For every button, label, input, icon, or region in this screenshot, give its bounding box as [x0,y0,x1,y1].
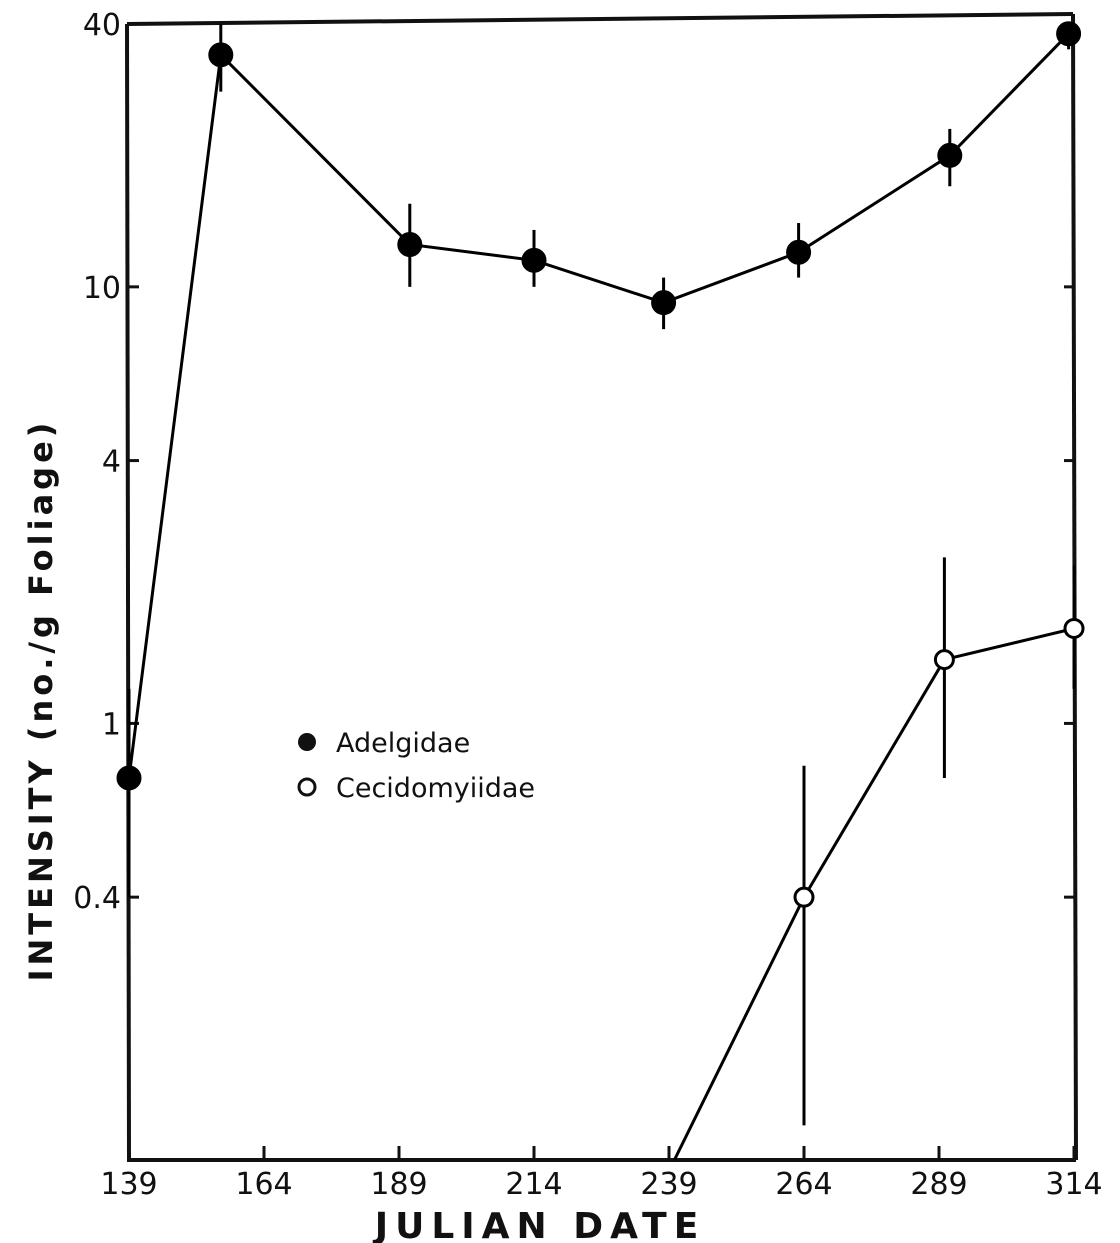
y-axis-ticks: 0.4 1 4 10 40 [73,8,1074,916]
data-point-adelgidae [208,42,234,68]
data-point-adelgidae [651,290,677,316]
plot-frame-top [126,12,1074,26]
x-tick-label: 164 [235,1167,292,1202]
data-point-adelgidae [786,239,812,265]
x-tick-label: 239 [640,1167,697,1202]
data-point-cecidomyiidae [933,649,955,671]
y-tick-label: 40 [83,8,121,43]
x-tick-label: 214 [505,1167,562,1202]
x-tick-label: 189 [370,1167,427,1202]
legend-marker-adelgidae [298,733,316,751]
x-tick-label: 139 [100,1167,157,1202]
y-tick-label: 4 [102,445,121,480]
series-line-adelgidae [127,32,1070,779]
y-axis-title: INTENSITY (no./g Foliage) [22,419,60,982]
x-tick-label: 314 [1045,1167,1102,1202]
y-tick-label: 1 [102,707,121,742]
data-point-cecidomyiidae [793,886,815,908]
error-bars [127,24,1076,1126]
y-tick-label: 0.4 [73,881,121,916]
data-point-adelgidae [937,142,963,168]
x-axis-ticks: 139 164 189 214 239 264 289 314 [100,1146,1103,1202]
data-point-cecidomyiidae [1063,617,1085,639]
x-tick-label: 289 [910,1167,967,1202]
y-tick-label: 10 [83,271,121,306]
series-lines [127,32,1075,1161]
plot-frame [125,12,1078,1162]
data-point-adelgidae [1056,21,1082,47]
legend-label-adelgidae: Adelgidae [336,728,470,759]
x-axis-title: JULIAN DATE [372,1206,706,1243]
legend: Adelgidae Cecidomyiidae [297,728,535,804]
legend-label-cecidomyiidae: Cecidomyiidae [336,773,535,804]
data-point-adelgidae [397,232,423,258]
data-point-adelgidae [521,247,547,273]
series-line-cecidomyiidae [673,627,1075,1161]
data-point-adelgidae [116,765,142,791]
plot-frame-left [125,23,131,1161]
legend-marker-cecidomyiidae [297,777,317,797]
data-points [116,21,1085,908]
x-tick-label: 264 [775,1167,832,1202]
